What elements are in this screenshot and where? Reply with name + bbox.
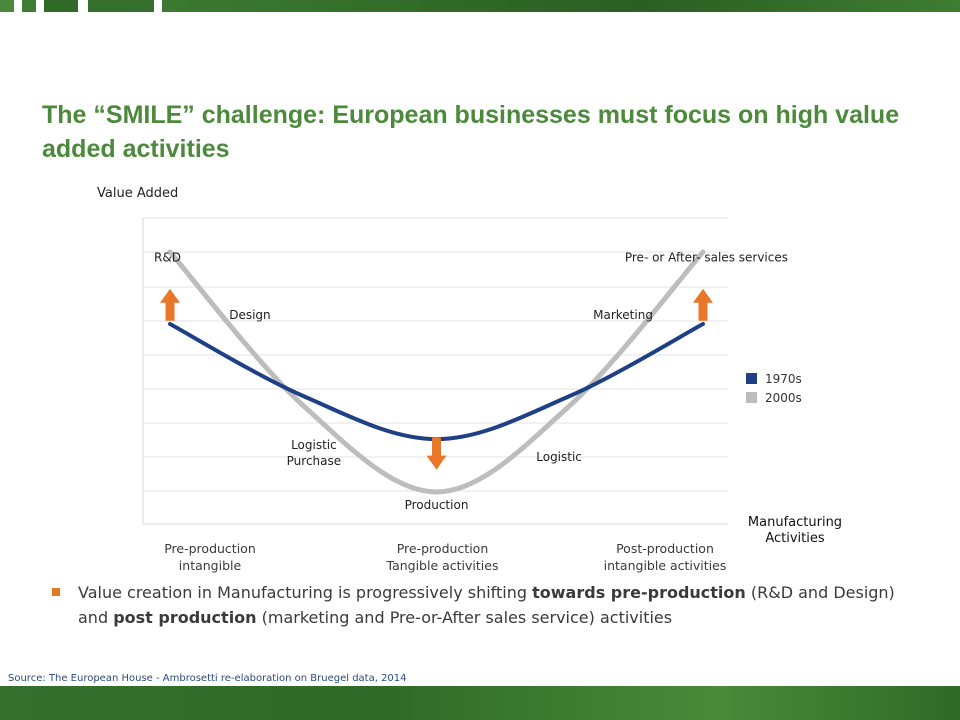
series-line-1970s bbox=[168, 322, 705, 442]
annotation-line: R&D bbox=[154, 251, 181, 265]
chart-arrows bbox=[160, 288, 713, 470]
x-category-label: Post-production intangible activities bbox=[604, 541, 727, 573]
annotation-label: R&D bbox=[154, 251, 181, 265]
annotation-line: Production bbox=[405, 498, 469, 512]
annotation-line: Pre- or After- sales services bbox=[625, 251, 788, 265]
slide-title: The “SMILE” challenge: European business… bbox=[42, 101, 900, 163]
chart-annotations: R&D Pre- or After- sales services Design Ma… bbox=[154, 251, 788, 512]
arrow-down-icon bbox=[426, 437, 447, 470]
x-category-line: intangible activities bbox=[604, 558, 727, 573]
bullet-text: Value creation in Manufacturing is progr… bbox=[78, 580, 912, 630]
annotation-line: Logistic bbox=[536, 450, 582, 464]
annotation-label: Pre- or After- sales services bbox=[625, 251, 788, 265]
x-category-line: Post-production bbox=[616, 541, 714, 556]
x-category-line: Pre-production bbox=[397, 541, 489, 556]
bullet-text-part: (marketing and Pre-or-After sales servic… bbox=[256, 608, 673, 627]
top-decor-band bbox=[0, 0, 960, 12]
x-category-line: Tangible activities bbox=[386, 558, 499, 573]
decor-block bbox=[0, 0, 14, 12]
bullet-emphasis: towards pre-production bbox=[532, 583, 746, 602]
smile-chart: R&D Pre- or After- sales services Design Ma… bbox=[97, 186, 842, 573]
x-category-label: Pre-production intangible bbox=[164, 541, 256, 573]
bullet-point: Value creation in Manufacturing is progr… bbox=[52, 580, 912, 630]
square-bullet-icon bbox=[52, 588, 60, 596]
y-axis-label: Value Added bbox=[97, 186, 178, 201]
x-category-label: Pre-production Tangible activities bbox=[386, 541, 499, 573]
decor-block bbox=[22, 0, 36, 12]
decor-bar bbox=[162, 0, 960, 12]
x-axis-label: Manufacturing Activities bbox=[748, 515, 842, 546]
x-category-line: intangible bbox=[179, 558, 242, 573]
annotation-label: Design bbox=[229, 308, 270, 322]
legend-label-2000s: 2000s bbox=[765, 391, 802, 405]
annotation-label: Logistic bbox=[536, 450, 582, 464]
decor-block bbox=[88, 0, 154, 12]
legend-swatch-1970s bbox=[746, 373, 757, 384]
annotation-label: Logistic Purchase bbox=[287, 438, 342, 468]
bottom-decor-band bbox=[0, 686, 960, 720]
arrow-up-icon bbox=[693, 288, 713, 321]
x-axis-label-text: Manufacturing Activities bbox=[748, 515, 842, 546]
legend-label-1970s: 1970s bbox=[765, 372, 802, 386]
chart-legend: 1970s 2000s bbox=[746, 372, 802, 405]
annotation-label: Marketing bbox=[593, 308, 653, 322]
bullet-text-part: (R&D and Design) and bbox=[78, 583, 895, 627]
series-line-2000s bbox=[167, 249, 706, 495]
x-axis-label-line: Manufacturing bbox=[748, 515, 842, 530]
annotation-line: Logistic bbox=[291, 438, 337, 452]
bullet-text-part: Value creation in Manufacturing is progr… bbox=[78, 583, 533, 602]
annotation-line: Purchase bbox=[287, 454, 342, 468]
annotation-line: Design bbox=[229, 308, 270, 322]
source-note: Source: The European House - Ambrosetti … bbox=[8, 673, 407, 684]
bullet-emphasis: post production bbox=[113, 608, 257, 627]
decor-block bbox=[44, 0, 78, 12]
x-axis-label-line: Activities bbox=[765, 531, 825, 546]
annotation-label: Production bbox=[405, 498, 469, 512]
legend-swatch-2000s bbox=[746, 392, 757, 403]
x-category-line: Pre-production bbox=[164, 541, 256, 556]
x-category-labels: Pre-production intangible Pre-production Ta… bbox=[164, 541, 726, 573]
arrow-up-icon bbox=[160, 288, 180, 321]
annotation-line: Marketing bbox=[593, 308, 653, 322]
